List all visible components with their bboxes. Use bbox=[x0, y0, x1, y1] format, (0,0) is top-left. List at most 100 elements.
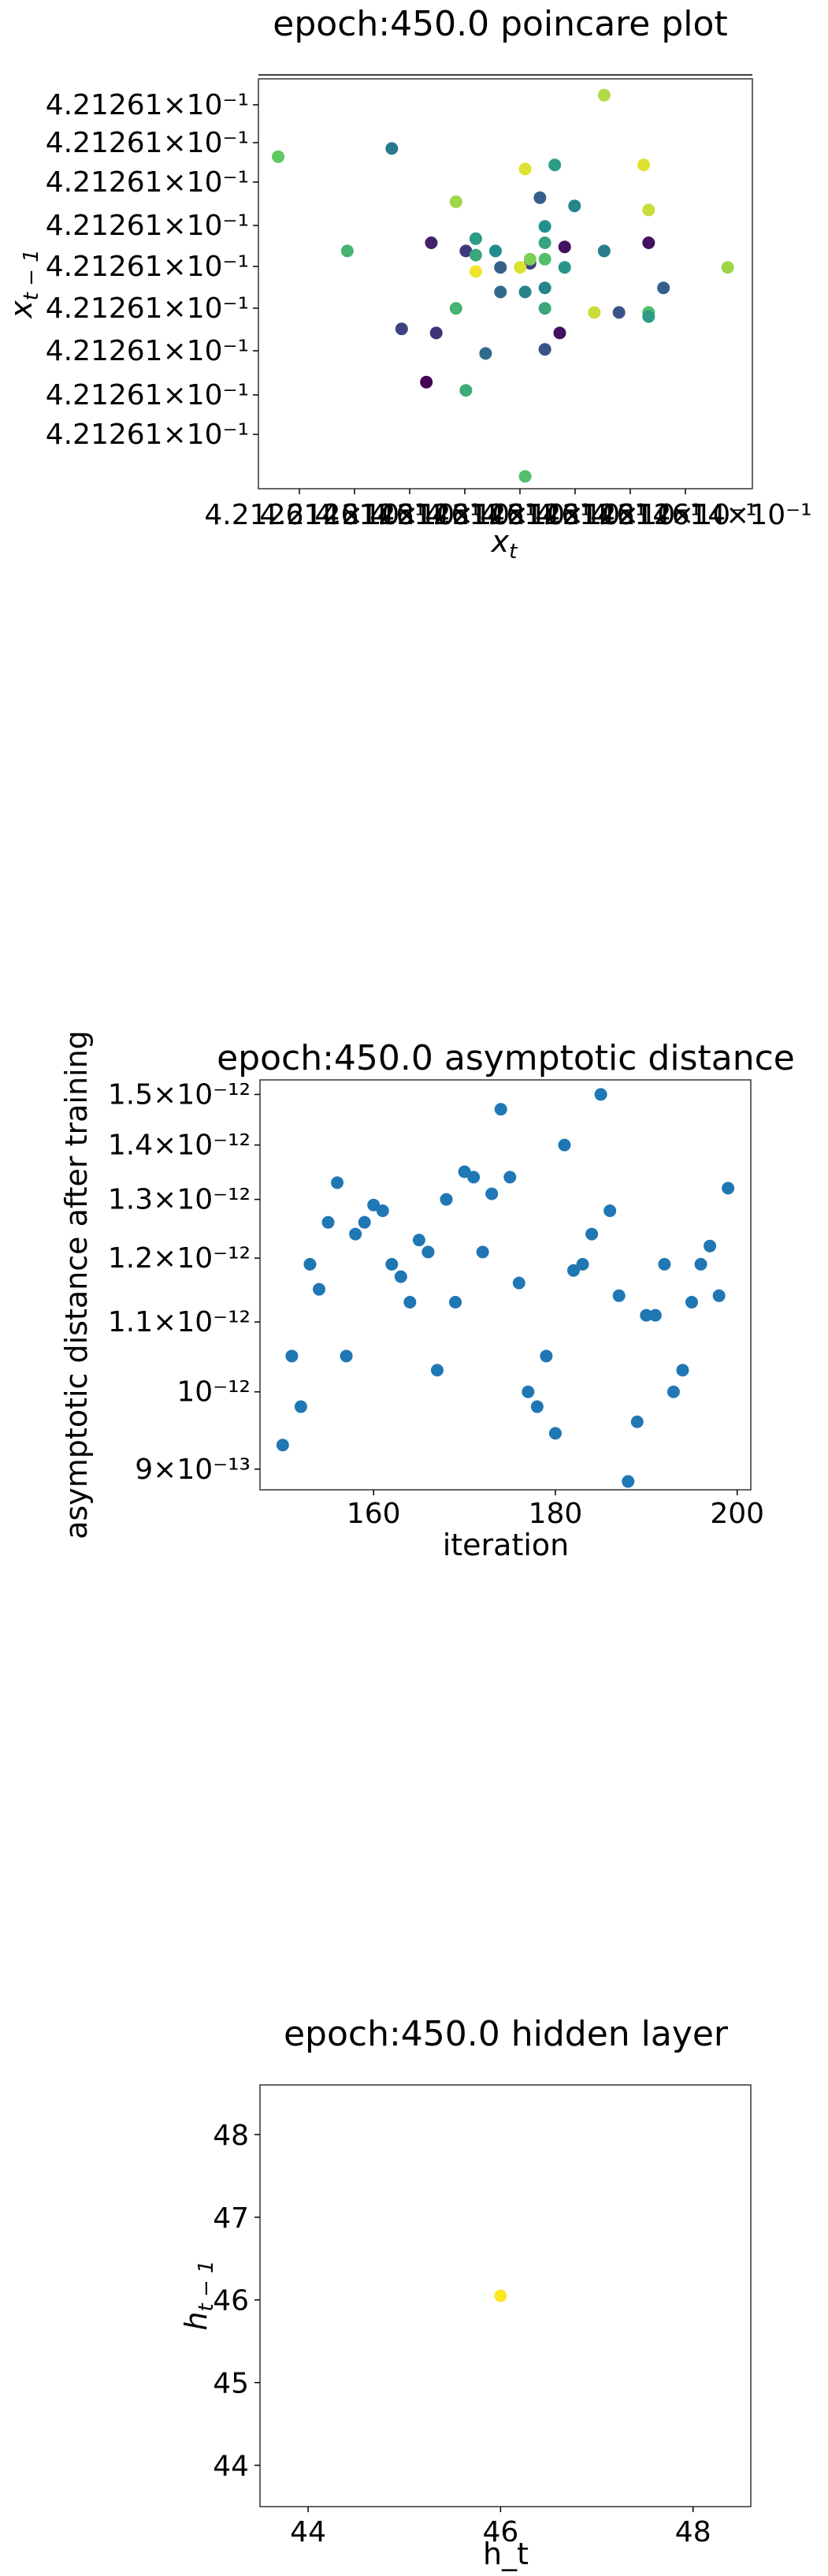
distance-point bbox=[622, 1475, 635, 1488]
poincare-point bbox=[538, 252, 551, 266]
distance-point bbox=[285, 1349, 299, 1363]
distance-point bbox=[576, 1257, 589, 1271]
poincare-y-ticks: 4.21261×10⁻¹ 4.21261×10⁻¹ 4.21261×10⁻¹ 4.21… bbox=[46, 89, 258, 451]
poincare-point bbox=[469, 248, 482, 262]
hidden-title: epoch:450.0 hidden layer bbox=[284, 2014, 729, 2054]
poincare-point bbox=[340, 244, 354, 258]
distance-point bbox=[558, 1138, 571, 1152]
distance-y-tick-label: 9×10⁻¹³ bbox=[135, 1454, 251, 1486]
distance-point bbox=[640, 1308, 653, 1322]
distance-point bbox=[594, 1088, 607, 1101]
poincare-point bbox=[538, 220, 551, 233]
poincare-point bbox=[459, 384, 473, 397]
poincare-x-tick-label: 4.212614×10⁻¹ bbox=[480, 499, 701, 531]
hidden-y-tick-label: 48 bbox=[213, 2120, 249, 2152]
distance-point bbox=[440, 1193, 453, 1206]
poincare-x-tick-label: 4.212614×10⁻¹ bbox=[425, 499, 646, 531]
distance-x-label: iteration bbox=[443, 1528, 570, 1562]
poincare-x-tick-label: 4.212614×10⁻¹ bbox=[259, 499, 481, 531]
hidden-x-label: h_t bbox=[483, 2537, 529, 2571]
poincare-point bbox=[558, 261, 571, 274]
poincare-point bbox=[469, 265, 482, 278]
poincare-y-tick-label: 4.21261×10⁻¹ bbox=[46, 379, 249, 411]
distance-point bbox=[548, 1427, 562, 1440]
poincare-y-tick-label: 4.21261×10⁻¹ bbox=[46, 292, 249, 325]
distance-y-tick-label: 1.5×10⁻¹² bbox=[108, 1078, 251, 1111]
poincare-point bbox=[449, 195, 462, 208]
distance-point bbox=[694, 1257, 707, 1271]
distance-y-label: asymptotic distance after training bbox=[59, 1030, 94, 1539]
hidden-y-label: ht − 1 bbox=[179, 2260, 218, 2330]
poincare-points bbox=[272, 88, 734, 483]
poincare-chart: epoch:450.0 poincare plot 4.21261×10⁻¹4.… bbox=[4, 4, 812, 564]
poincare-point bbox=[429, 326, 443, 340]
hidden-y-tick-label: 46 bbox=[213, 2285, 249, 2317]
poincare-point bbox=[568, 199, 581, 213]
hidden-chart: epoch:450.0 hidden layer 44 45 46 47 48 44 46… bbox=[179, 2014, 752, 2571]
distance-point bbox=[685, 1296, 699, 1309]
distance-point bbox=[303, 1257, 317, 1271]
distance-y-tick-label: 1.1×10⁻¹² bbox=[108, 1306, 251, 1338]
hidden-x-tick-label: 46 bbox=[482, 2516, 518, 2548]
distance-point bbox=[376, 1204, 389, 1218]
poincare-point bbox=[272, 150, 285, 163]
poincare-point bbox=[637, 158, 651, 172]
poincare-point bbox=[642, 236, 655, 249]
distance-point bbox=[367, 1198, 381, 1212]
poincare-point bbox=[588, 306, 601, 319]
poincare-point bbox=[420, 375, 433, 389]
distance-point bbox=[276, 1439, 289, 1452]
distance-point bbox=[412, 1234, 425, 1247]
distance-point bbox=[512, 1276, 525, 1290]
poincare-point bbox=[553, 326, 566, 340]
poincare-x-tick-label: 4.212614×10⁻¹ bbox=[204, 499, 425, 531]
distance-point bbox=[485, 1187, 499, 1201]
poincare-point bbox=[642, 310, 655, 323]
poincare-point bbox=[385, 142, 399, 155]
poincare-y-tick-label: 4.21261×10⁻¹ bbox=[46, 89, 249, 121]
distance-point bbox=[385, 1257, 399, 1271]
poincare-point bbox=[494, 261, 507, 274]
poincare-x-tick-label: 4.212614×10⁻¹ bbox=[535, 499, 756, 531]
poincare-point bbox=[597, 244, 611, 258]
poincare-point bbox=[449, 302, 462, 315]
poincare-plot-area bbox=[258, 78, 753, 490]
poincare-point bbox=[479, 347, 492, 360]
distance-point bbox=[358, 1215, 371, 1229]
distance-title: epoch:450.0 asymptotic distance bbox=[217, 1038, 795, 1078]
distance-point bbox=[712, 1289, 726, 1302]
poincare-y-tick-label: 4.21261×10⁻¹ bbox=[46, 210, 249, 242]
distance-point bbox=[312, 1282, 325, 1296]
poincare-x-tick-label: 4.212614×10⁻¹ bbox=[369, 499, 591, 531]
distance-y-tick-label: 1.4×10⁻¹² bbox=[108, 1130, 251, 1162]
distance-point bbox=[476, 1245, 489, 1259]
distance-point bbox=[648, 1308, 662, 1322]
poincare-y-label: xt − 1 bbox=[4, 249, 43, 319]
distance-point bbox=[349, 1227, 362, 1241]
distance-point bbox=[676, 1364, 689, 1377]
poincare-point bbox=[558, 240, 571, 254]
distance-x-tick-label: 160 bbox=[347, 1498, 401, 1530]
hidden-plot-area bbox=[259, 2084, 752, 2507]
hidden-x-ticks: 44 46 48 bbox=[290, 2507, 711, 2548]
poincare-x-ticks: 4.212614×10⁻¹4.212614×10⁻¹4.212614×10⁻¹4… bbox=[204, 489, 812, 531]
poincare-point bbox=[657, 281, 670, 295]
poincare-point bbox=[514, 261, 527, 274]
poincare-y-tick-label: 4.21261×10⁻¹ bbox=[46, 166, 249, 199]
poincare-point bbox=[518, 162, 532, 176]
hidden-point bbox=[494, 2289, 507, 2302]
distance-points bbox=[276, 1088, 735, 1488]
hidden-y-tick-label: 47 bbox=[213, 2202, 249, 2235]
poincare-x-tick-label: 4.212614×10⁻¹ bbox=[590, 499, 811, 531]
poincare-y-tick-label: 4.21261×10⁻¹ bbox=[46, 419, 249, 451]
distance-point bbox=[704, 1239, 717, 1253]
poincare-point bbox=[538, 302, 551, 315]
distance-x-ticks: 160 180 200 bbox=[347, 1490, 764, 1530]
distance-point bbox=[503, 1171, 517, 1184]
distance-point bbox=[467, 1171, 481, 1184]
poincare-point bbox=[494, 285, 507, 299]
poincare-title: epoch:450.0 poincare plot bbox=[273, 4, 727, 44]
distance-chart: epoch:450.0 asymptotic distance 9×10⁻¹³ 1… bbox=[59, 1030, 795, 1562]
poincare-point bbox=[538, 236, 551, 249]
